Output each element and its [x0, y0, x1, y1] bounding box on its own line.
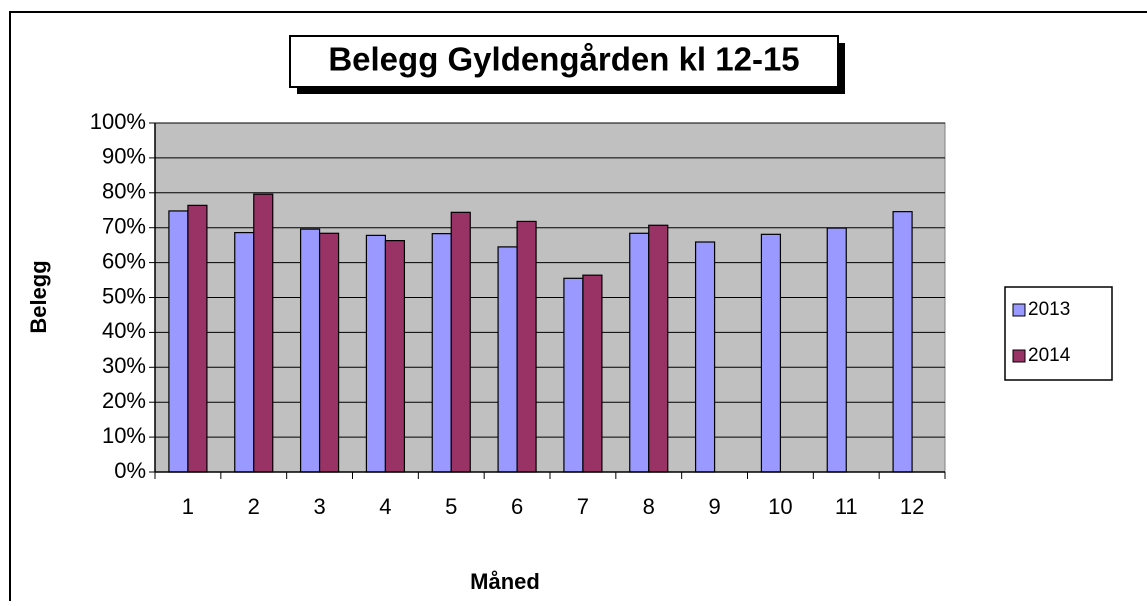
bar: [253, 193, 274, 473]
y-tick-label: 100%: [90, 109, 146, 134]
y-tick-label: 70%: [102, 214, 146, 239]
bar: [694, 241, 716, 473]
bar: [187, 204, 208, 473]
y-tick-label: 90%: [102, 144, 146, 169]
legend: [1004, 286, 1113, 381]
legend-label: 2013: [1028, 299, 1070, 320]
y-tick-label: 10%: [102, 423, 146, 448]
bar: [318, 232, 340, 473]
bar: [168, 210, 189, 473]
y-tick-label: 80%: [102, 179, 146, 204]
legend-label: 2014: [1028, 345, 1071, 366]
x-tick-label: 12: [900, 494, 924, 519]
bar: [431, 233, 452, 473]
bar: [826, 227, 847, 473]
x-tick-label: 8: [643, 494, 655, 519]
bar: [648, 224, 669, 473]
y-tick-label: 0%: [114, 458, 146, 483]
x-tick-label: 2: [248, 494, 260, 519]
legend-swatch: [1012, 349, 1026, 363]
bar: [365, 234, 387, 473]
bar: [384, 240, 406, 473]
chart-title: Belegg Gyldengården kl 12-15: [328, 41, 799, 78]
x-tick-label: 4: [379, 494, 391, 519]
y-tick-label: 50%: [102, 283, 146, 308]
bar: [516, 220, 537, 473]
bar: [629, 232, 650, 473]
x-tick-label: 9: [708, 494, 720, 519]
bar: [563, 277, 584, 473]
x-tick-label: 10: [768, 494, 792, 519]
title-box: [289, 35, 839, 88]
x-tick-label: 3: [313, 494, 325, 519]
x-tick-label: 11: [835, 494, 858, 519]
y-tick-label: 20%: [102, 388, 146, 413]
legend-swatch: [1012, 303, 1026, 317]
bar: [760, 233, 782, 473]
x-axis-label: Måned: [470, 569, 540, 594]
x-tick-label: 6: [511, 494, 523, 519]
bar: [582, 274, 603, 473]
x-tick-label: 5: [445, 494, 457, 519]
y-tick-label: 60%: [102, 248, 146, 273]
bar: [497, 246, 518, 473]
y-axis-label: Belegg: [26, 260, 51, 333]
x-tick-label: 7: [577, 494, 589, 519]
y-tick-label: 30%: [102, 353, 146, 378]
bar: [299, 228, 321, 473]
bar: [450, 211, 471, 473]
bar: [234, 231, 255, 473]
bar: [892, 211, 913, 473]
x-tick-label: 1: [182, 494, 194, 519]
y-tick-label: 40%: [102, 318, 146, 343]
